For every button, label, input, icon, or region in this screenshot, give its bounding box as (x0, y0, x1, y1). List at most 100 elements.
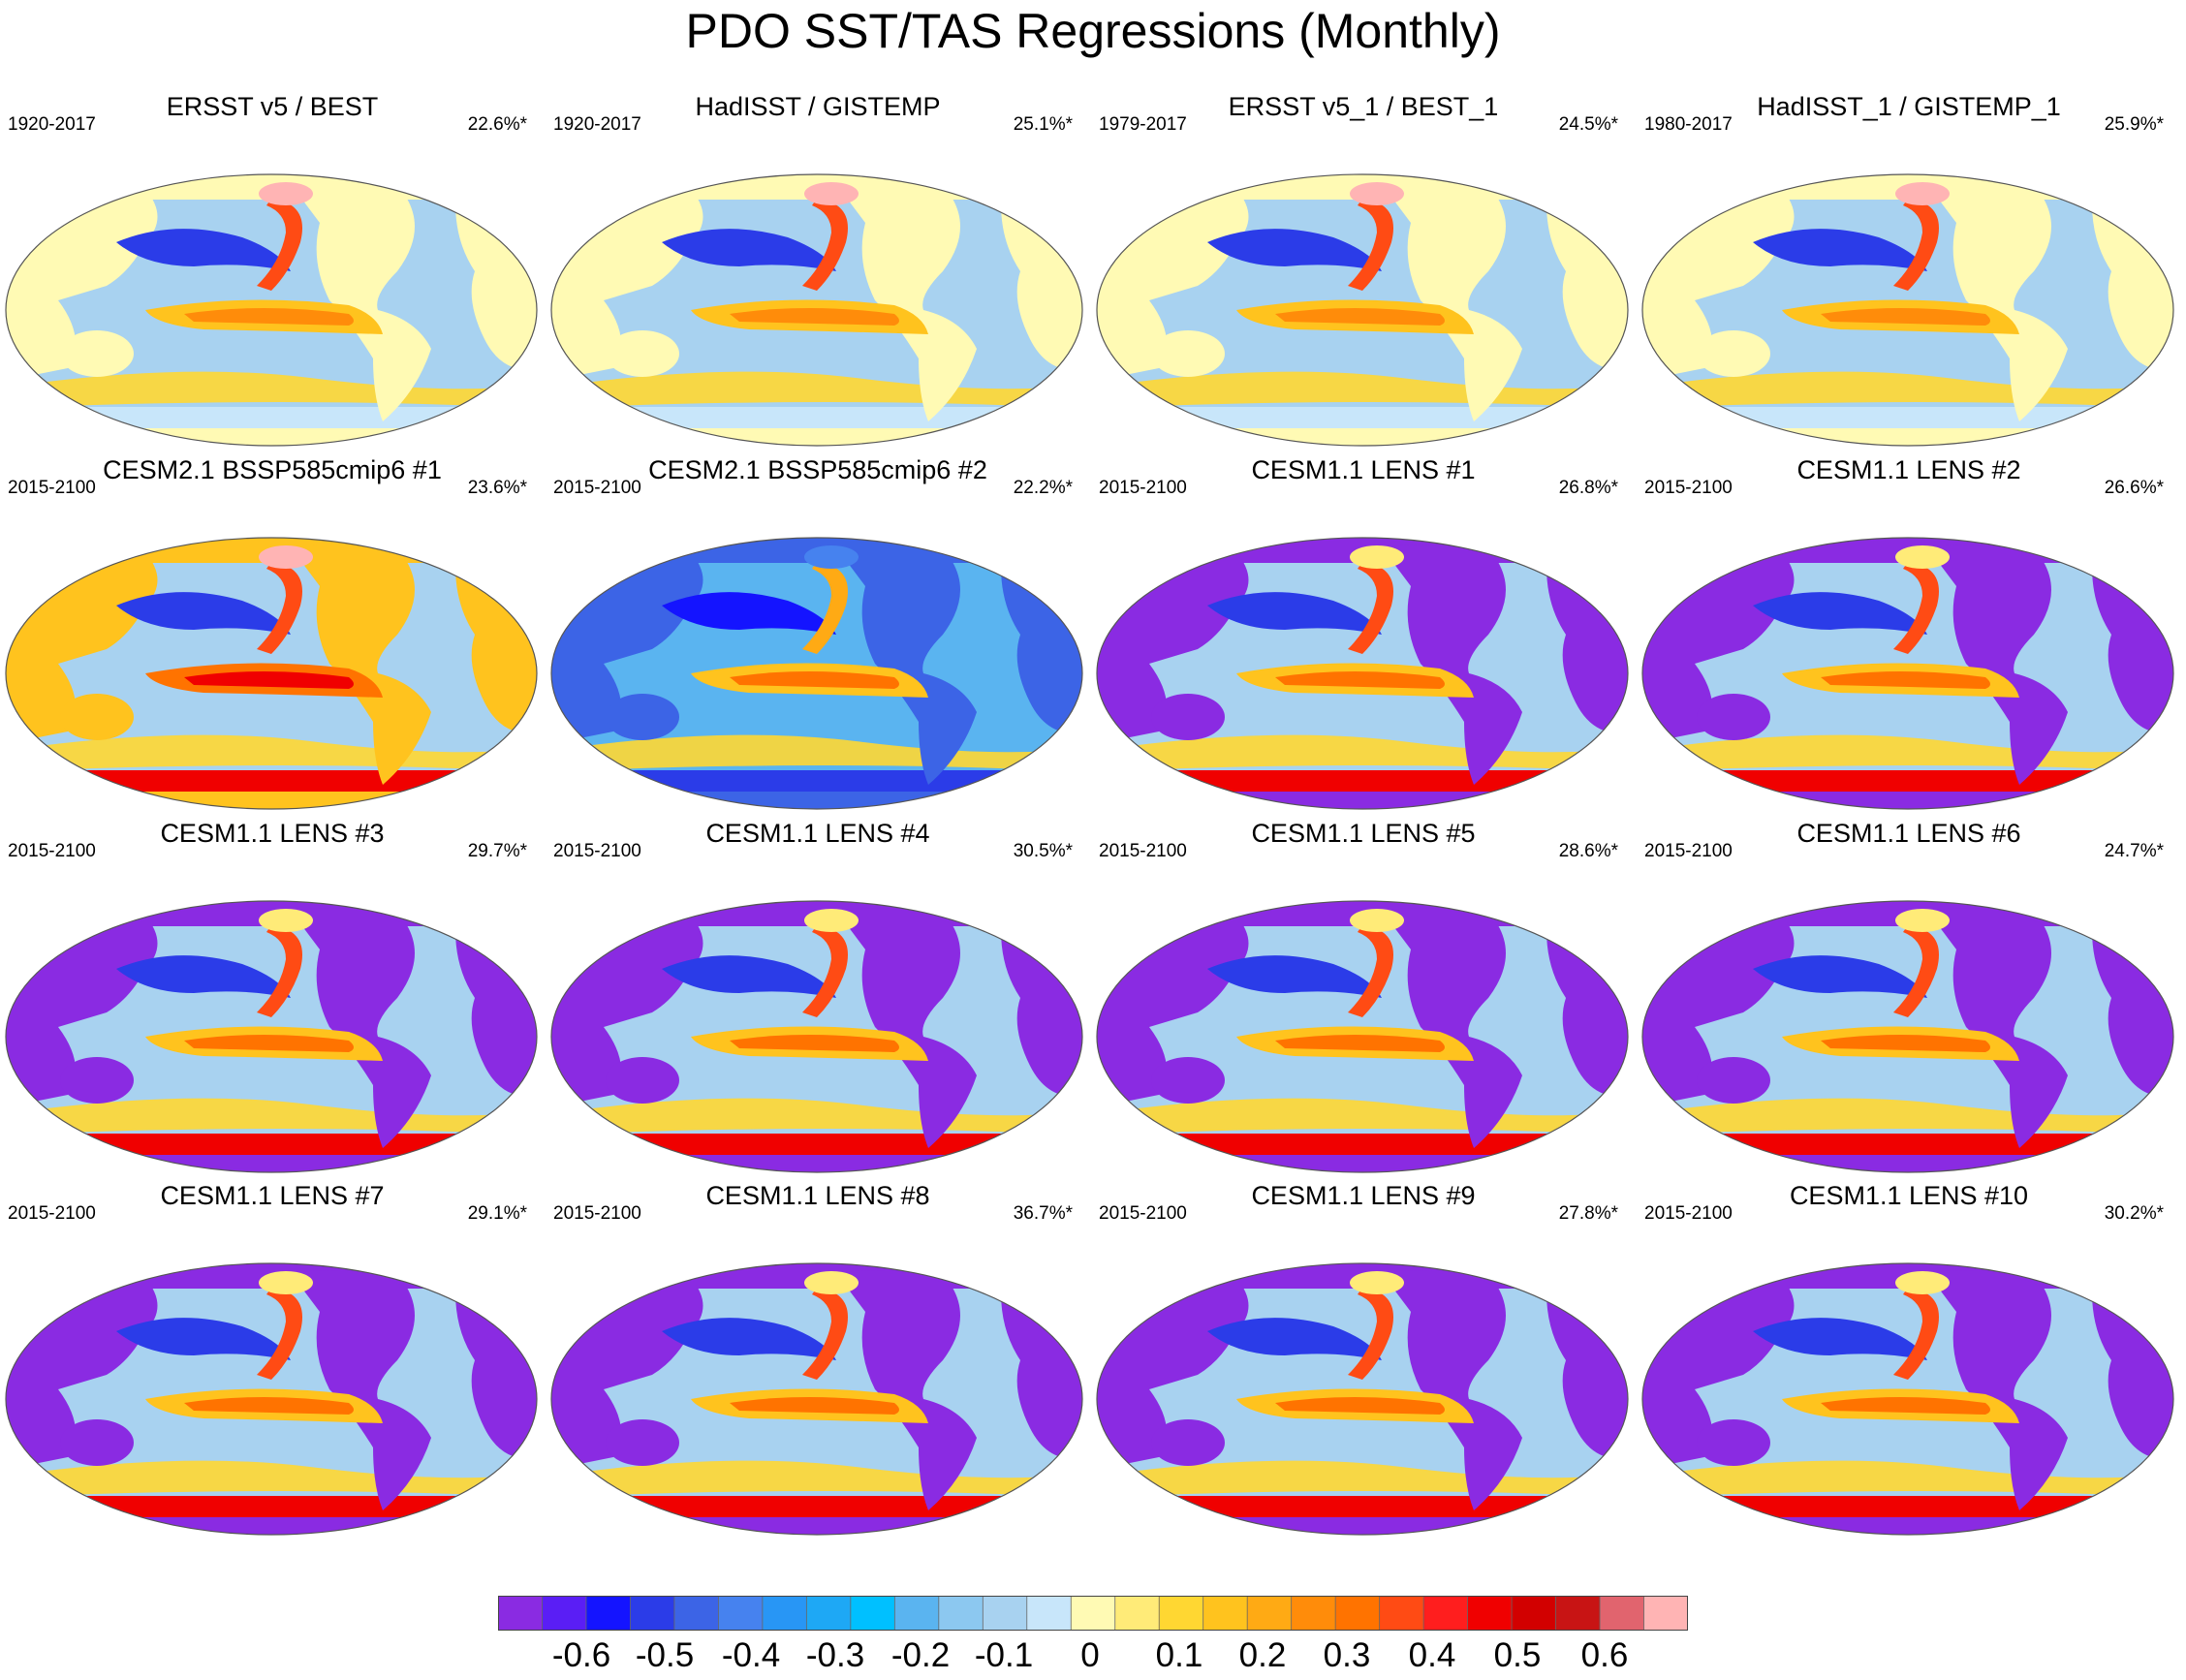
map-panel: CESM1.1 LENS #3 2015-2100 29.7%* (0, 814, 545, 1177)
map-projection (550, 1262, 1083, 1536)
colorbar-tick-label: 0.5 (1493, 1636, 1542, 1674)
map-projection (550, 173, 1083, 447)
map-projection (1641, 900, 2174, 1173)
colorbar-tick-label: 0.6 (1580, 1636, 1629, 1674)
colorbar-swatch (1599, 1596, 1645, 1631)
map-panel: CESM1.1 LENS #4 2015-2100 30.5%* (546, 814, 1090, 1177)
map-panel: ERSST v5_1 / BEST_1 1979-2017 24.5%* (1091, 87, 1636, 451)
panel-variance-percent: 28.6%* (1558, 841, 1618, 861)
panel-period: 1920-2017 (553, 114, 641, 135)
panel-variance-percent: 27.8%* (1558, 1203, 1618, 1224)
map-projection (1641, 537, 2174, 810)
colorbar-tick-label: 0.2 (1238, 1636, 1287, 1674)
colorbar-swatch (630, 1596, 675, 1631)
colorbar-swatch (1643, 1596, 1688, 1631)
colorbar-labels: -0.6 -0.5 -0.4 -0.3 -0.2 -0.1 0 0.1 0.2 0.3 0.4 0.5… (0, 1636, 2186, 1680)
colorbar-tick-label: -0.2 (890, 1636, 951, 1674)
colorbar-swatch (1422, 1596, 1469, 1631)
map-panel: ERSST v5 / BEST 1920-2017 22.6%* (0, 87, 545, 451)
panel-title: ERSST v5_1 / BEST_1 (1228, 92, 1499, 121)
map-panel: CESM1.1 LENS #1 2015-2100 26.8%* (1091, 451, 1636, 814)
colorbar-swatch (982, 1596, 1028, 1631)
colorbar-swatch (1202, 1596, 1249, 1631)
panel-period: 2015-2100 (8, 841, 96, 861)
colorbar-swatch (762, 1596, 808, 1631)
panel-title: CESM1.1 LENS #2 (1796, 455, 2021, 484)
panel-title: CESM1.1 LENS #9 (1251, 1181, 1476, 1210)
colorbar-swatch (1334, 1596, 1381, 1631)
map-panel: CESM1.1 LENS #2 2015-2100 26.6%* (1637, 451, 2181, 814)
panel-variance-percent: 24.5%* (1558, 114, 1618, 135)
panel-variance-percent: 26.8%* (1558, 478, 1618, 498)
colorbar-swatch (1511, 1596, 1557, 1631)
panel-period: 2015-2100 (553, 1203, 641, 1224)
panel-title: CESM1.1 LENS #4 (705, 819, 930, 848)
panel-variance-percent: 29.1%* (467, 1203, 527, 1224)
panel-title: CESM1.1 LENS #8 (705, 1181, 930, 1210)
map-panel: HadISST / GISTEMP 1920-2017 25.1%* (546, 87, 1090, 451)
colorbar-swatch (1070, 1596, 1116, 1631)
map-projection (1641, 173, 2174, 447)
colorbar-swatch (673, 1596, 720, 1631)
panel-title: CESM1.1 LENS #7 (160, 1181, 385, 1210)
panel-title: ERSST v5 / BEST (166, 92, 379, 121)
map-projection (1096, 537, 1629, 810)
colorbar-tick-label: -0.3 (805, 1636, 865, 1674)
panel-title: CESM2.1 BSSP585cmip6 #1 (103, 455, 442, 484)
colorbar-swatch (542, 1596, 587, 1631)
colorbar-tick-label: -0.1 (974, 1636, 1034, 1674)
colorbar-swatch (1246, 1596, 1293, 1631)
colorbar-swatch (1467, 1596, 1513, 1631)
panel-title: HadISST_1 / GISTEMP_1 (1757, 92, 2061, 121)
panel-period: 2015-2100 (1644, 1203, 1733, 1224)
panel-period: 1979-2017 (1099, 114, 1187, 135)
map-panel: CESM1.1 LENS #5 2015-2100 28.6%* (1091, 814, 1636, 1177)
panel-period: 2015-2100 (8, 478, 96, 498)
colorbar-tick-label: 0 (1080, 1636, 1100, 1674)
panel-title: CESM1.1 LENS #1 (1251, 455, 1476, 484)
colorbar-tick-label: -0.5 (635, 1636, 695, 1674)
colorbar-swatch (893, 1596, 940, 1631)
map-projection (1096, 1262, 1629, 1536)
map-panel: HadISST_1 / GISTEMP_1 1980-2017 25.9%* (1637, 87, 2181, 451)
colorbar-swatch (1379, 1596, 1425, 1631)
map-projection (1641, 1262, 2174, 1536)
panel-variance-percent: 29.7%* (467, 841, 527, 861)
panel-title: CESM1.1 LENS #6 (1796, 819, 2021, 848)
panel-title: HadISST / GISTEMP (695, 92, 941, 121)
panel-period: 2015-2100 (553, 478, 641, 498)
map-projection (1096, 900, 1629, 1173)
colorbar-tick-label: -0.6 (551, 1636, 611, 1674)
map-projection (550, 900, 1083, 1173)
colorbar-swatch (938, 1596, 984, 1631)
colorbar (498, 1596, 1688, 1631)
panel-title: CESM1.1 LENS #5 (1251, 819, 1476, 848)
map-panel: CESM2.1 BSSP585cmip6 #1 2015-2100 23.6%* (0, 451, 545, 814)
map-projection (5, 1262, 538, 1536)
colorbar-tick-label: 0.1 (1155, 1636, 1203, 1674)
colorbar-tick-label: -0.4 (721, 1636, 781, 1674)
panel-variance-percent: 23.6%* (467, 478, 527, 498)
colorbar-tick-label: 0.3 (1323, 1636, 1371, 1674)
figure-title: PDO SST/TAS Regressions (Monthly) (685, 4, 1501, 58)
panel-variance-percent: 30.5%* (1013, 841, 1073, 861)
map-panel: CESM1.1 LENS #10 2015-2100 30.2%* (1637, 1176, 2181, 1540)
colorbar-swatch (1555, 1596, 1601, 1631)
map-projection (5, 173, 538, 447)
map-projection (5, 537, 538, 810)
colorbar-swatch (718, 1596, 764, 1631)
panel-period: 2015-2100 (1644, 478, 1733, 498)
colorbar-swatch (1026, 1596, 1073, 1631)
panel-period: 2015-2100 (1099, 478, 1187, 498)
panel-period: 1980-2017 (1644, 114, 1733, 135)
panel-period: 2015-2100 (1644, 841, 1733, 861)
colorbar-tick-label: 0.4 (1408, 1636, 1456, 1674)
colorbar-swatch (805, 1596, 852, 1631)
panel-variance-percent: 26.6%* (2104, 478, 2164, 498)
colorbar-swatch (1114, 1596, 1161, 1631)
panel-period: 2015-2100 (8, 1203, 96, 1224)
panel-variance-percent: 30.2%* (2104, 1203, 2164, 1224)
panel-title: CESM1.1 LENS #10 (1789, 1181, 2029, 1210)
panel-variance-percent: 24.7%* (2104, 841, 2164, 861)
panel-variance-percent: 22.2%* (1013, 478, 1073, 498)
